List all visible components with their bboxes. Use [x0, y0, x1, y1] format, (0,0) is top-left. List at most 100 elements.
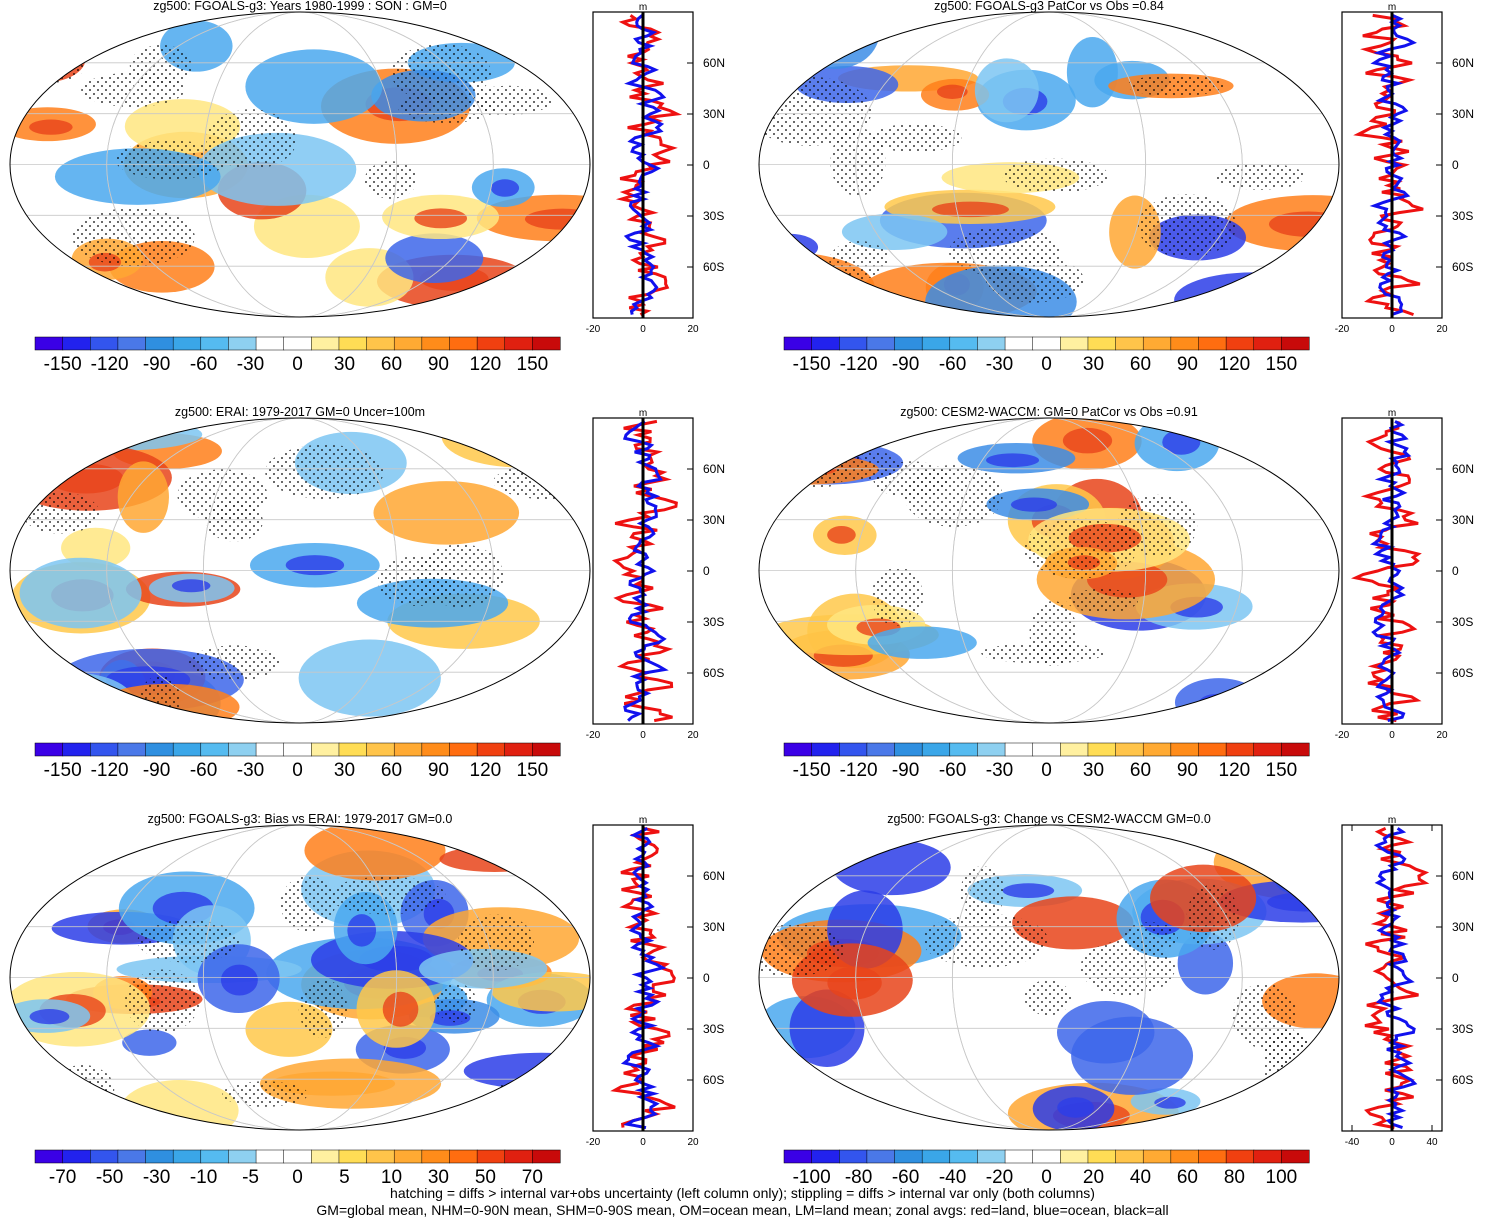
colorbar-swatch [1032, 1149, 1061, 1164]
zonal-xtick-label: 0 [640, 730, 646, 741]
colorbar-swatch [783, 336, 813, 351]
colorbar-swatch [504, 336, 533, 351]
colorbar-swatch [449, 742, 478, 757]
map-border [9, 417, 591, 724]
colorbar-swatch [1225, 336, 1255, 351]
colorbar-swatch [145, 336, 174, 351]
zonal-curve-ocean [1369, 420, 1412, 723]
map-border [758, 417, 1340, 724]
colorbar-swatch [1060, 742, 1089, 757]
anomaly-core [1267, 892, 1339, 912]
colorbar-tick-label: -5 [242, 1167, 259, 1188]
zonal-xtick-label: 40 [1426, 1137, 1438, 1148]
colorbar-swatch [504, 1149, 533, 1164]
anomaly-core [490, 179, 520, 197]
anomaly-blob [385, 233, 484, 283]
anomaly-core [1002, 883, 1055, 899]
colorbar-swatch [1087, 336, 1117, 351]
anomaly-blob [28, 418, 203, 451]
colorbar-swatch [1198, 336, 1227, 351]
panel-2: zg500: FGOALS-g3 PatCor vs Obs =0.84 -150… [758, 0, 1474, 375]
colorbar-swatch [1225, 1149, 1255, 1164]
stipple-region [417, 544, 504, 608]
colorbar-swatch [90, 1149, 119, 1164]
colorbar-swatch [921, 1149, 951, 1164]
colorbar-swatch [172, 336, 202, 351]
anomaly-core [49, 689, 105, 719]
anomaly-core [1062, 427, 1113, 454]
anomaly-core [171, 579, 211, 593]
stipple-region [759, 923, 845, 977]
colorbar-swatch [839, 742, 868, 757]
colorbar-swatch [866, 742, 896, 757]
colorbar-swatch [90, 742, 119, 757]
colorbar-swatch [977, 742, 1006, 757]
zonal-lat-label: 60S [703, 260, 724, 274]
stipple-region [1066, 588, 1138, 613]
colorbar-swatch [1060, 1149, 1089, 1164]
colorbar-tick-label: 20 [1083, 1167, 1104, 1188]
colorbar-swatch [172, 1149, 202, 1164]
zonal-xtick-label: 20 [1436, 324, 1448, 335]
zonal-xtick-label: 20 [687, 1137, 699, 1148]
colorbar-tick-label: 60 [1130, 354, 1151, 375]
zonal-curve-ocean [1373, 827, 1418, 1130]
colorbar-tick-label: -80 [845, 1167, 872, 1188]
zonal-lat-label: 30N [1452, 107, 1474, 121]
stipple-region [10, 48, 86, 84]
colorbar-tick-label: -60 [190, 760, 217, 781]
colorbar-swatch [811, 742, 840, 757]
zonal-xtick-label: 0 [1389, 730, 1395, 741]
colorbar-tick-label: 150 [517, 354, 549, 375]
colorbar-swatch [1170, 742, 1200, 757]
anomaly-blob [508, 848, 590, 885]
anomaly-blob [974, 58, 1039, 123]
colorbar-tick-label: -90 [143, 354, 170, 375]
colorbar-swatch [894, 742, 923, 757]
anomaly-blob [1252, 675, 1339, 721]
zonal-curve-ocean [622, 420, 669, 722]
stipple-region [206, 109, 297, 169]
anomaly-blob [117, 461, 169, 533]
colorbar-swatch [1253, 336, 1282, 351]
colorbar-swatch [532, 1149, 561, 1164]
colorbar-swatch [393, 336, 423, 351]
anomaly-core [29, 119, 73, 135]
map-border [758, 11, 1340, 318]
zonal-lat-label: 30N [703, 107, 725, 121]
anomaly-blob [373, 481, 520, 545]
colorbar-tick-label: 150 [1266, 354, 1298, 375]
zonal-xtick-label: -20 [586, 730, 601, 741]
panel-title: zg500: FGOALS-g3: Change vs CESM2-WACCM … [887, 812, 1211, 826]
colorbar-swatch [283, 1149, 312, 1164]
zonal-lat-label: 30S [1452, 1022, 1473, 1036]
colorbar-swatch [1253, 742, 1282, 757]
colorbar-swatch [283, 336, 312, 351]
anomaly-core [986, 453, 1040, 468]
colorbar-tick-label: -150 [44, 354, 82, 375]
stipple-region [206, 501, 263, 542]
stipple-region [1080, 940, 1176, 996]
colorbar-swatch [311, 742, 340, 757]
colorbar-swatch [1281, 742, 1310, 757]
stipple-region [434, 983, 477, 1023]
colorbar-swatch [200, 1149, 229, 1164]
stipple-region [1024, 980, 1072, 1016]
colorbar-swatch [172, 742, 202, 757]
panel-5: zg500: FGOALS-g3: Bias vs ERAI: 1979-201… [9, 812, 725, 1188]
colorbar-swatch [338, 1149, 368, 1164]
colorbar-swatch [255, 742, 285, 757]
zonal-lat-label: 60N [703, 869, 725, 883]
graticule-lon [855, 825, 1243, 1130]
colorbar-swatch [62, 1149, 91, 1164]
zonal-mean-plot: -20 0 20 m 60N 30N 0 30S 60S [586, 2, 725, 335]
colorbar-tick-label: 60 [381, 354, 402, 375]
stipple-region [391, 43, 492, 102]
graticule-lon [202, 12, 398, 317]
zonal-mean-plot: -20 0 20 m 60N 30N 0 30S 60S [1335, 408, 1474, 741]
zonal-mean-plot: -20 0 20 m 60N 30N 0 30S 60S [1335, 2, 1474, 335]
panel-6: zg500: FGOALS-g3: Change vs CESM2-WACCM … [758, 812, 1474, 1188]
colorbar-tick-label: 120 [1219, 760, 1251, 781]
colorbar-swatch [34, 742, 64, 757]
anomaly-core [827, 525, 856, 544]
